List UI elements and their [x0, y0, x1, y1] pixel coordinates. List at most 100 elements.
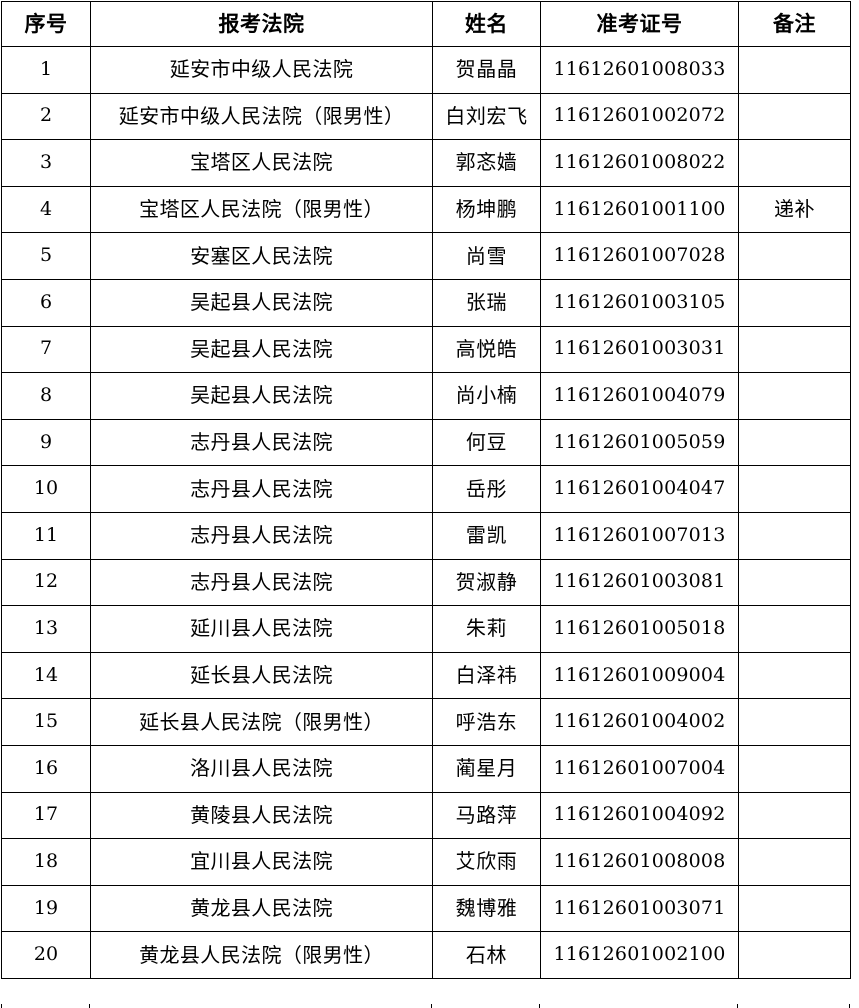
cell-remark: [738, 791, 851, 840]
cell-index: 15: [1, 698, 91, 746]
cell-name: 呼浩东: [432, 698, 541, 746]
column-header-name: 姓名: [432, 1, 541, 47]
cell-index: 14: [1, 651, 91, 700]
table-row: 6 吴起县人民法院 张瑞 11612601003105: [1, 278, 851, 327]
cell-court: 延长县人民法院（限男性）: [90, 698, 433, 746]
table-row: 11 志丹县人民法院 雷凯 11612601007013: [1, 511, 851, 560]
cell-index: 4: [1, 185, 91, 234]
cell-name: 尚小楠: [432, 372, 541, 420]
cell-ticket: 11612601007004: [540, 744, 739, 793]
cell-name: 魏博雅: [432, 884, 541, 933]
table-row: 9 志丹县人民法院 何豆 11612601005059: [1, 418, 851, 467]
cell-court: 延川县人民法院: [90, 605, 433, 653]
candidate-roster-table: 序号 报考法院 姓名 准考证号 备注 1 延安市中级人民法院 贺晶晶 11612601…: [1, 1, 851, 979]
cell-index: 19: [1, 884, 91, 933]
table-row: 13 延川县人民法院 朱莉 11612601005018: [1, 605, 851, 653]
cell-index: 1: [1, 46, 91, 94]
cell-name: 白刘宏飞: [432, 92, 541, 141]
cell-ticket: 11612601003071: [540, 884, 739, 933]
clipped-next-row-artifact: [1, 1004, 850, 1008]
table-row: 20 黄龙县人民法院（限男性） 石林 11612601002100: [1, 931, 851, 979]
cell-court: 吴起县人民法院: [90, 325, 433, 374]
cell-name: 艾欣雨: [432, 838, 541, 886]
table-row: 7 吴起县人民法院 高悦皓 11612601003031: [1, 325, 851, 374]
cell-ticket: 11612601005059: [540, 418, 739, 467]
table-body: 1 延安市中级人民法院 贺晶晶 11612601008033 2 延安市中级人民法院（限男…: [1, 46, 851, 979]
cell-remark: [738, 46, 851, 94]
cell-index: 3: [1, 139, 91, 187]
cell-name: 杨坤鹏: [432, 185, 541, 234]
cell-index: 13: [1, 605, 91, 653]
cell-index: 16: [1, 744, 91, 793]
cell-name: 朱莉: [432, 605, 541, 653]
cell-ticket: 11612601007028: [540, 232, 739, 280]
cell-court: 延安市中级人民法院: [90, 46, 433, 94]
cell-name: 郭忞嫱: [432, 139, 541, 187]
table-row: 19 黄龙县人民法院 魏博雅 11612601003071: [1, 884, 851, 933]
cell-ticket: 11612601004079: [540, 372, 739, 420]
cell-remark: [738, 651, 851, 700]
column-header-remark: 备注: [738, 1, 851, 47]
cell-name: 尚雪: [432, 232, 541, 280]
cell-court: 安塞区人民法院: [90, 232, 433, 280]
cell-index: 9: [1, 418, 91, 467]
cell-index: 11: [1, 511, 91, 560]
cell-name: 张瑞: [432, 278, 541, 327]
cell-remark: [738, 372, 851, 420]
cell-ticket: 11612601002072: [540, 92, 739, 141]
cell-name: 白泽祎: [432, 651, 541, 700]
cell-index: 17: [1, 791, 91, 840]
cell-court: 志丹县人民法院: [90, 558, 433, 607]
cell-court: 洛川县人民法院: [90, 744, 433, 793]
cell-index: 7: [1, 325, 91, 374]
cell-index: 5: [1, 232, 91, 280]
cell-court: 延安市中级人民法院（限男性）: [90, 92, 433, 141]
cell-remark: [738, 931, 851, 979]
cell-index: 8: [1, 372, 91, 420]
table-row: 1 延安市中级人民法院 贺晶晶 11612601008033: [1, 46, 851, 94]
cell-name: 贺淑静: [432, 558, 541, 607]
cell-name: 高悦皓: [432, 325, 541, 374]
table-row: 15 延长县人民法院（限男性） 呼浩东 11612601004002: [1, 698, 851, 746]
table-row: 18 宜川县人民法院 艾欣雨 11612601008008: [1, 838, 851, 886]
table-row: 16 洛川县人民法院 蔺星月 11612601007004: [1, 744, 851, 793]
cell-remark: [738, 884, 851, 933]
header-row: 序号 报考法院 姓名 准考证号 备注: [1, 1, 851, 47]
cell-remark: [738, 418, 851, 467]
cell-court: 宜川县人民法院: [90, 838, 433, 886]
cell-ticket: 11612601004002: [540, 698, 739, 746]
cell-name: 何豆: [432, 418, 541, 467]
column-header-index: 序号: [1, 1, 91, 47]
cell-index: 12: [1, 558, 91, 607]
cell-remark: [738, 325, 851, 374]
table-row: 8 吴起县人民法院 尚小楠 11612601004079: [1, 372, 851, 420]
column-header-ticket: 准考证号: [540, 1, 739, 47]
column-header-court: 报考法院: [90, 1, 433, 47]
cell-remark: [738, 558, 851, 607]
cell-remark: [738, 605, 851, 653]
cell-court: 黄龙县人民法院（限男性）: [90, 931, 433, 979]
table-row: 14 延长县人民法院 白泽祎 11612601009004: [1, 651, 851, 700]
cell-ticket: 11612601008008: [540, 838, 739, 886]
table-row: 17 黄陵县人民法院 马路萍 11612601004092: [1, 791, 851, 840]
cell-name: 石林: [432, 931, 541, 979]
cell-name: 蔺星月: [432, 744, 541, 793]
cell-index: 18: [1, 838, 91, 886]
cell-name: 贺晶晶: [432, 46, 541, 94]
cell-remark: [738, 139, 851, 187]
cell-court: 吴起县人民法院: [90, 278, 433, 327]
cell-court: 志丹县人民法院: [90, 418, 433, 467]
cell-ticket: 11612601004092: [540, 791, 739, 840]
table-row: 4 宝塔区人民法院（限男性） 杨坤鹏 11612601001100 递补: [1, 185, 851, 234]
cell-remark: [738, 838, 851, 886]
cell-name: 岳彤: [432, 465, 541, 513]
table-row: 5 安塞区人民法院 尚雪 11612601007028: [1, 232, 851, 280]
cell-ticket: 11612601009004: [540, 651, 739, 700]
cell-court: 吴起县人民法院: [90, 372, 433, 420]
table-row: 2 延安市中级人民法院（限男性） 白刘宏飞 11612601002072: [1, 92, 851, 141]
cell-index: 6: [1, 278, 91, 327]
cell-ticket: 11612601003081: [540, 558, 739, 607]
cell-court: 志丹县人民法院: [90, 511, 433, 560]
cell-ticket: 11612601004047: [540, 465, 739, 513]
cell-ticket: 11612601003105: [540, 278, 739, 327]
